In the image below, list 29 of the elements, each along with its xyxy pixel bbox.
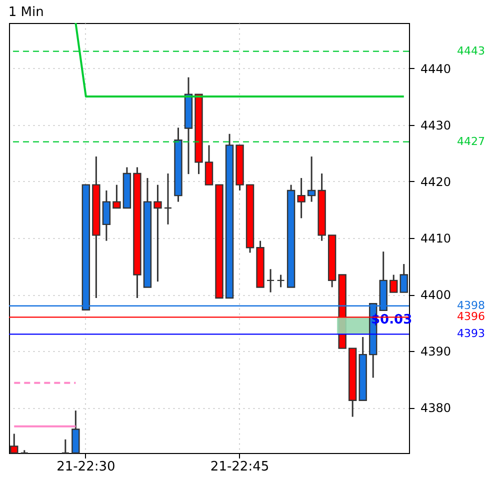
candlestick <box>61 438 70 454</box>
x-tick-label: 21-22:45 <box>210 460 270 474</box>
y-tick-label: 4390 <box>420 344 452 359</box>
candlestick <box>112 184 121 209</box>
chart-title: 1 Min <box>8 5 44 20</box>
candlestick <box>102 190 111 242</box>
candlestick <box>297 177 306 219</box>
candlestick <box>266 268 275 294</box>
y-tick-label: 4430 <box>420 118 452 132</box>
ref-line-label: 4443 <box>457 44 485 58</box>
x-tick-label: 21-22:30 <box>56 460 116 474</box>
y-tick-label: 4380 <box>420 401 452 416</box>
ref-line-label: 4427 <box>457 134 485 148</box>
candlestick <box>390 274 398 294</box>
candlestick <box>276 274 285 288</box>
candlestick <box>164 172 172 226</box>
ref-line-label: 4396 <box>457 310 485 324</box>
y-tick-label: 4400 <box>420 288 452 302</box>
ref-line-label: 4393 <box>457 327 485 340</box>
candlestick <box>400 263 408 294</box>
y-tick-label: 4420 <box>420 174 452 189</box>
ref-line-label: 4398 <box>457 298 485 312</box>
y-tick-label: 4440 <box>420 62 452 76</box>
candlestick <box>154 184 162 282</box>
candlestick <box>72 410 80 454</box>
candlestick <box>307 156 316 203</box>
candlestick <box>10 433 18 454</box>
candlestick <box>204 144 214 186</box>
y-tick-label: 4410 <box>420 232 452 246</box>
